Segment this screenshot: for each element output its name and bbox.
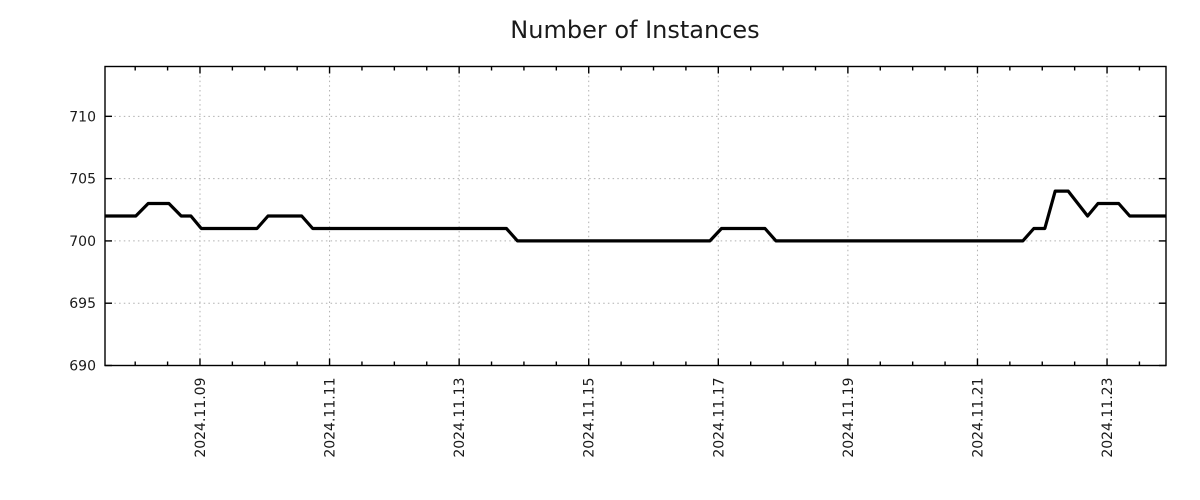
x-tick-label-group: 2024.11.23 — [1100, 378, 1116, 458]
x-tick-label: 2024.11.15 — [582, 378, 598, 458]
x-tick-label: 2024.11.19 — [841, 378, 857, 458]
x-tick-label: 2024.11.23 — [1100, 378, 1116, 458]
axis-ticks — [105, 66, 1166, 367]
x-tick-label-group: 2024.11.17 — [711, 378, 727, 458]
chart-title: Number of Instances — [510, 16, 759, 44]
x-tick-label: 2024.11.09 — [193, 378, 209, 458]
x-tick-label: 2024.11.21 — [970, 378, 986, 458]
axis-tick-labels: 690 695 700 705 710 2024.11.09 2024.11.11 2024.… — [69, 109, 1116, 457]
y-tick-label: 710 — [69, 109, 96, 125]
y-tick-label: 690 — [69, 359, 96, 375]
y-tick-label: 695 — [69, 296, 96, 312]
y-tick-label: 705 — [69, 172, 96, 188]
y-tick-label: 700 — [69, 234, 96, 250]
x-tick-label-group: 2024.11.13 — [452, 378, 468, 458]
grid-lines — [105, 66, 1166, 366]
x-tick-label: 2024.11.11 — [323, 378, 339, 458]
plot-border — [104, 65, 1167, 367]
data-line-instances — [105, 189, 1166, 243]
x-tick-label: 2024.11.13 — [452, 378, 468, 458]
x-tick-label-group: 2024.11.19 — [841, 378, 857, 458]
plot-border-rect — [104, 65, 1167, 367]
data-series — [105, 189, 1166, 243]
x-tick-label-group: 2024.11.15 — [582, 378, 598, 458]
x-tick-label: 2024.11.17 — [711, 378, 727, 458]
x-tick-label-group: 2024.11.11 — [323, 378, 339, 458]
x-tick-label-group: 2024.11.09 — [193, 378, 209, 458]
x-tick-label-group: 2024.11.21 — [970, 378, 986, 458]
